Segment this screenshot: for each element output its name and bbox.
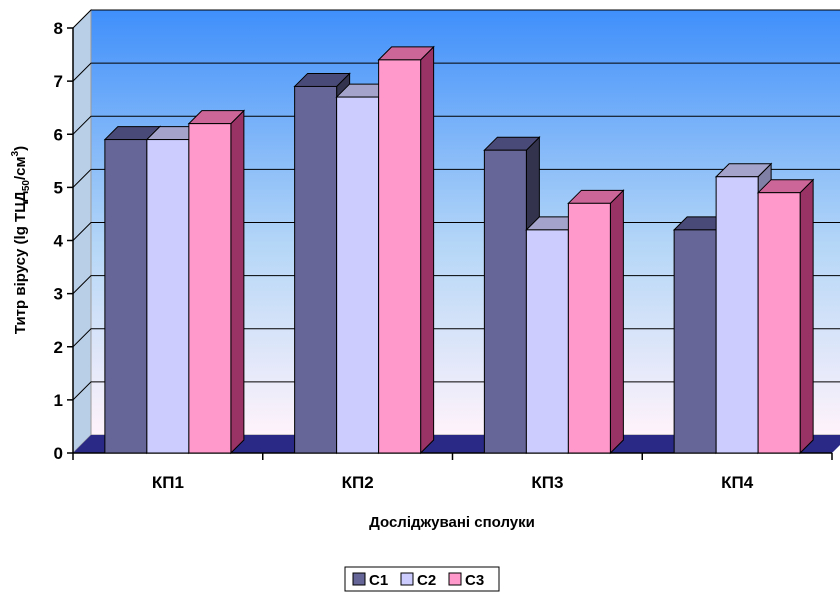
legend-swatch	[448, 572, 462, 586]
legend-swatch	[352, 572, 366, 586]
y-axis-label-sub: 50	[21, 180, 32, 192]
y-axis-label-mid: /см	[12, 156, 29, 180]
bar-front	[525, 229, 569, 454]
bar	[187, 109, 246, 455]
bar-front	[294, 85, 338, 454]
x-tick-label: КП3	[531, 473, 563, 492]
bar-side	[420, 45, 435, 455]
x-tick-label: КП2	[342, 473, 374, 492]
y-axis-label-main: Титр вірусу (lg ТЦД	[12, 191, 29, 334]
bar-front	[483, 149, 527, 454]
bar-side	[799, 178, 814, 455]
legend-item: С1	[352, 572, 388, 589]
y-tick-label: 5	[54, 178, 63, 197]
bar-front	[104, 139, 148, 454]
legend-box	[344, 566, 500, 592]
y-tick-label: 4	[54, 232, 64, 251]
y-axis-label: Титр вірусу (lg ТЦД50/см3)	[10, 146, 32, 334]
y-tick-label: 8	[54, 19, 63, 38]
legend: С1 С2 С3	[344, 566, 500, 592]
y-axis-label-end: )	[12, 146, 29, 151]
bar-front	[146, 139, 190, 454]
legend-swatch	[400, 572, 414, 586]
y-tick-label: 7	[54, 72, 63, 91]
x-tick-label: КП1	[152, 473, 184, 492]
bar-side	[230, 109, 245, 455]
legend-label: С2	[417, 572, 436, 589]
legend-item: С3	[448, 572, 484, 589]
bar-front	[378, 59, 422, 454]
floor	[73, 435, 840, 453]
bar-front	[336, 96, 380, 454]
x-axis-ticks: КП1 КП2 КП3 КП4	[72, 453, 833, 492]
bar-front	[188, 123, 232, 454]
gridline	[72, 9, 840, 29]
y-axis-label-sup: 3	[10, 150, 21, 156]
bar	[567, 189, 625, 455]
legend-label: С3	[465, 572, 484, 589]
x-tick-label: КП4	[721, 473, 754, 492]
y-axis-ticks: 0 1 2 3 4 5 6 7 8	[54, 19, 73, 463]
bars	[103, 45, 815, 455]
legend-label: С1	[369, 572, 388, 589]
bar-side	[609, 189, 624, 455]
bar	[756, 178, 815, 455]
x-axis-label: Досліджувані сполуки	[369, 514, 535, 531]
gridline	[72, 62, 840, 82]
y-tick-label: 2	[54, 338, 63, 357]
gridline	[72, 115, 840, 135]
bar-front	[567, 202, 611, 454]
y-tick-label: 1	[54, 391, 63, 410]
bar-front	[715, 176, 759, 454]
y-tick-label: 0	[54, 444, 63, 463]
bar-front	[673, 229, 717, 454]
gridline	[72, 168, 840, 188]
legend-item: С2	[400, 572, 436, 589]
y-tick-label: 6	[54, 125, 63, 144]
y-tick-label: 3	[54, 285, 63, 304]
bar	[377, 45, 435, 455]
bar-front	[757, 192, 801, 454]
